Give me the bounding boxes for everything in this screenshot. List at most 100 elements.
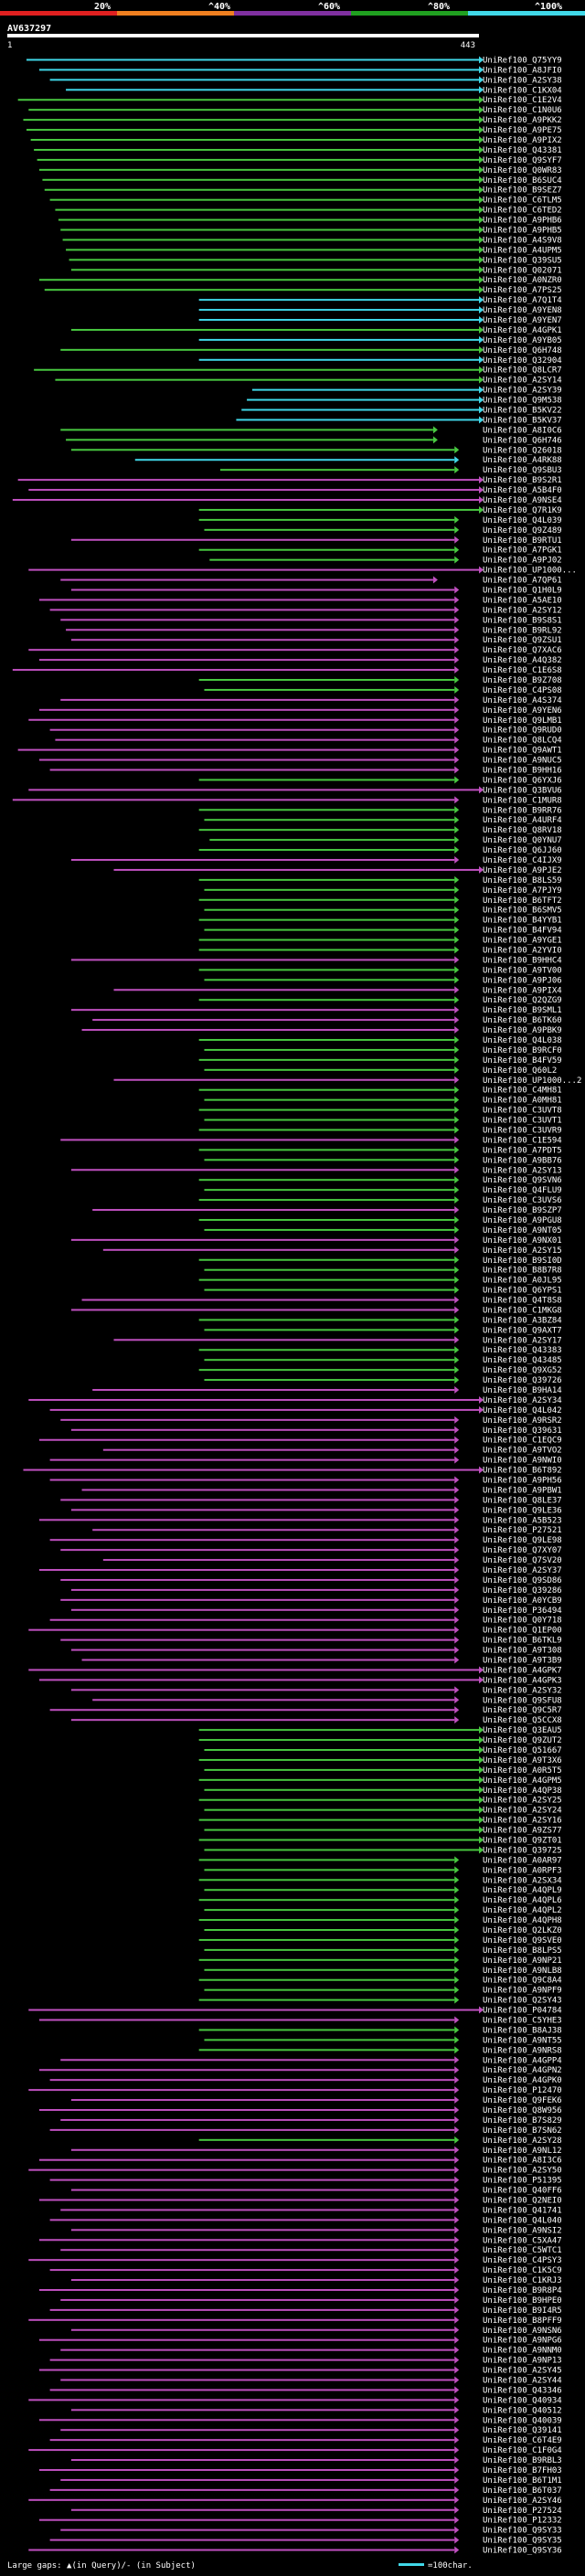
- hit-label[interactable]: UniRef100_A9PH56: [483, 1477, 562, 1486]
- hit-label[interactable]: UniRef100_B7SN62: [483, 2126, 562, 2136]
- hit-row[interactable]: UniRef100_A9NPF9: [204, 1986, 562, 1996]
- hit-row[interactable]: UniRef100_A9PBK9: [81, 1026, 562, 1035]
- hit-label[interactable]: UniRef100_B9S2R1: [483, 476, 562, 485]
- hit-bar[interactable]: [198, 1088, 455, 1091]
- hit-label[interactable]: UniRef100_A9NX01: [483, 1236, 562, 1246]
- hit-bar[interactable]: [38, 2019, 455, 2021]
- hit-label[interactable]: UniRef100_A9YEN8: [483, 306, 562, 315]
- hit-label[interactable]: UniRef100_A4GPK3: [483, 1676, 562, 1685]
- hit-row[interactable]: UniRef100_Q0YNU7: [209, 836, 562, 845]
- hit-label[interactable]: UniRef100_A9PKK2: [483, 116, 562, 125]
- hit-label[interactable]: UniRef100_Q0WR83: [483, 166, 562, 175]
- hit-row[interactable]: UniRef100_A2SY32: [70, 1686, 562, 1695]
- hit-row[interactable]: UniRef100_A9TVO2: [102, 1446, 562, 1456]
- hit-bar[interactable]: [198, 1108, 455, 1111]
- hit-label[interactable]: UniRef100_UP1000...: [483, 567, 577, 576]
- hit-row[interactable]: UniRef100_A9PKK2: [23, 116, 562, 125]
- hit-bar[interactable]: [60, 1418, 455, 1421]
- hit-bar[interactable]: [204, 1849, 479, 1851]
- hit-row[interactable]: UniRef100_A4Q382: [38, 656, 562, 665]
- hit-label[interactable]: UniRef100_A9NWI0: [483, 1457, 562, 1466]
- hit-row[interactable]: UniRef100_Q9ZUT2: [198, 1736, 562, 1745]
- hit-bar[interactable]: [198, 1879, 455, 1882]
- hit-bar[interactable]: [70, 1588, 455, 1591]
- hit-label[interactable]: UniRef100_A4QPL6: [483, 1896, 562, 1905]
- hit-label[interactable]: UniRef100_B9S8S1: [483, 616, 562, 625]
- hit-label[interactable]: UniRef100_B6TKL9: [483, 1637, 562, 1646]
- hit-bar[interactable]: [49, 1408, 479, 1411]
- hit-label[interactable]: UniRef100_Q6H746: [483, 436, 562, 445]
- hit-row[interactable]: UniRef100_A4QPL9: [204, 1886, 562, 1895]
- hit-label[interactable]: UniRef100_A2SY39: [483, 387, 562, 396]
- hit-label[interactable]: UniRef100_Q26018: [483, 446, 562, 455]
- hit-label[interactable]: UniRef100_Q43346: [483, 2386, 562, 2395]
- hit-label[interactable]: UniRef100_Q9SY36: [483, 2547, 562, 2556]
- hit-bar[interactable]: [49, 2488, 455, 2491]
- hit-bar[interactable]: [198, 1778, 480, 1781]
- hit-row[interactable]: UniRef100_A7PDT5: [198, 1146, 562, 1155]
- hit-bar[interactable]: [60, 1598, 455, 1601]
- hit-label[interactable]: UniRef100_Q7XAC6: [483, 646, 562, 655]
- hit-label[interactable]: UniRef100_A4QPL2: [483, 1906, 562, 1915]
- hit-row[interactable]: UniRef100_B5KV22: [241, 406, 562, 416]
- hit-label[interactable]: UniRef100_Q9SBU3: [483, 466, 562, 475]
- hit-row[interactable]: UniRef100_Q39726: [204, 1376, 562, 1385]
- hit-row[interactable]: UniRef100_B7S829: [60, 2115, 562, 2125]
- hit-bar[interactable]: [60, 619, 455, 621]
- hit-row[interactable]: UniRef100_B7SN62: [49, 2125, 562, 2136]
- hit-label[interactable]: UniRef100_Q40512: [483, 2406, 562, 2415]
- hit-row[interactable]: UniRef100_Q7SV20: [102, 1556, 562, 1565]
- hit-bar[interactable]: [49, 198, 479, 201]
- hit-row[interactable]: UniRef100_A0AR97: [198, 1856, 562, 1865]
- hit-label[interactable]: UniRef100_A4S9V8: [483, 236, 562, 245]
- hit-row[interactable]: UniRef100_A9NSE4: [12, 496, 562, 505]
- hit-label[interactable]: UniRef100_A9T3B9: [483, 1657, 562, 1666]
- hit-bar[interactable]: [198, 1319, 455, 1321]
- hit-row[interactable]: UniRef100_B4FV94: [204, 926, 562, 936]
- hit-row[interactable]: UniRef100_A8I0C6: [60, 426, 562, 435]
- hit-label[interactable]: UniRef100_B6T892: [483, 1467, 562, 1476]
- hit-label[interactable]: UniRef100_B9SML1: [483, 1006, 562, 1015]
- hit-bar[interactable]: [209, 558, 455, 561]
- hit-label[interactable]: UniRef100_A9NSN6: [483, 2327, 562, 2336]
- hit-row[interactable]: UniRef100_A8I3C6: [38, 2156, 562, 2166]
- hit-label[interactable]: UniRef100_A2SX34: [483, 1876, 562, 1885]
- hit-bar[interactable]: [60, 1638, 455, 1641]
- hit-bar[interactable]: [198, 1818, 480, 1821]
- hit-label[interactable]: UniRef100_Q9ZUT2: [483, 1736, 562, 1745]
- hit-bar[interactable]: [28, 718, 455, 721]
- hit-row[interactable]: UniRef100_A0R5T5: [204, 1765, 562, 1776]
- hit-bar[interactable]: [28, 2549, 455, 2551]
- hit-label[interactable]: UniRef100_A9ZS77: [483, 1827, 562, 1836]
- hit-label[interactable]: UniRef100_C3UVS6: [483, 1196, 562, 1205]
- hit-bar[interactable]: [70, 858, 455, 861]
- hit-row[interactable]: UniRef100_Q7XY07: [60, 1546, 562, 1555]
- hit-label[interactable]: UniRef100_B6T1M1: [483, 2476, 562, 2486]
- hit-bar[interactable]: [38, 2369, 455, 2371]
- hit-bar[interactable]: [198, 518, 455, 521]
- hit-label[interactable]: UniRef100_Q7R1K9: [483, 506, 562, 515]
- hit-row[interactable]: UniRef100_A9PHB5: [60, 226, 562, 236]
- hit-bar[interactable]: [198, 969, 455, 971]
- hit-label[interactable]: UniRef100_B9RTU1: [483, 536, 562, 546]
- hit-row[interactable]: UniRef100_A2SY17: [113, 1336, 562, 1345]
- hit-label[interactable]: UniRef100_A0MH81: [483, 1097, 562, 1106]
- hit-bar[interactable]: [60, 429, 433, 431]
- hit-label[interactable]: UniRef100_Q41741: [483, 2206, 562, 2215]
- hit-label[interactable]: UniRef100_B9R8P4: [483, 2286, 562, 2295]
- hit-row[interactable]: UniRef100_Q9SVE0: [198, 1935, 562, 1945]
- hit-row[interactable]: UniRef100_B8B7R8: [204, 1266, 562, 1276]
- hit-bar[interactable]: [198, 1958, 455, 1961]
- hit-row[interactable]: UniRef100_A4GPP4: [60, 2056, 562, 2065]
- hit-row[interactable]: UniRef100_Q51667: [204, 1746, 562, 1755]
- hit-row[interactable]: UniRef100_Q7R1K9: [198, 505, 562, 515]
- hit-label[interactable]: UniRef100_A9NPG6: [483, 2337, 562, 2346]
- hit-label[interactable]: UniRef100_C6T4E9: [483, 2436, 562, 2445]
- hit-bar[interactable]: [198, 1839, 480, 1841]
- hit-bar[interactable]: [70, 2459, 455, 2462]
- hit-bar[interactable]: [198, 679, 455, 681]
- hit-row[interactable]: UniRef100_A4S9V8: [62, 236, 562, 245]
- hit-label[interactable]: UniRef100_A2SY45: [483, 2367, 562, 2376]
- hit-bar[interactable]: [42, 178, 479, 181]
- hit-label[interactable]: UniRef100_A0AR97: [483, 1856, 562, 1865]
